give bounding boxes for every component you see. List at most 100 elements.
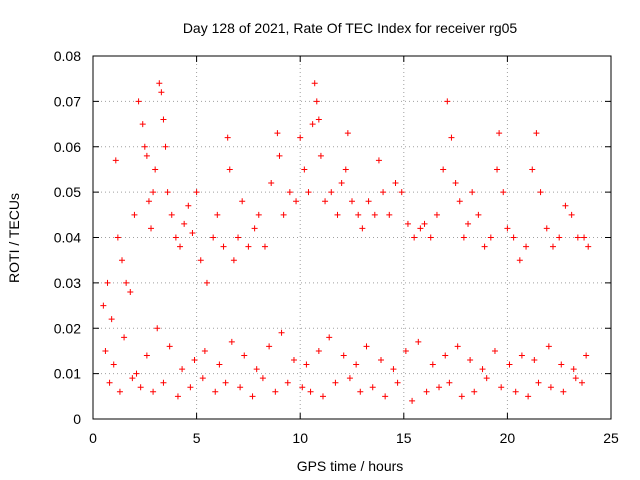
data-point — [481, 243, 488, 250]
data-point — [483, 375, 490, 382]
data-point — [150, 189, 157, 196]
data-point — [349, 198, 355, 205]
y-axis-label: ROTI / TECUs — [6, 193, 22, 283]
data-point — [398, 189, 405, 196]
data-point — [152, 166, 159, 173]
chart-title: Day 128 of 2021, Rate Of TEC Index for r… — [183, 20, 518, 36]
data-point — [185, 202, 192, 209]
data-point — [309, 121, 316, 128]
data-point — [251, 225, 258, 232]
data-point — [123, 279, 130, 286]
data-point — [479, 366, 486, 373]
data-point — [512, 388, 519, 395]
data-point — [342, 166, 349, 173]
data-point — [510, 234, 517, 241]
data-point — [168, 211, 175, 218]
data-point — [516, 257, 523, 264]
data-point — [390, 366, 397, 373]
data-point — [237, 384, 244, 391]
y-tick-label: 0.06 — [54, 139, 81, 155]
data-point — [578, 379, 585, 386]
data-point — [317, 152, 324, 159]
data-point — [220, 243, 227, 250]
data-point — [574, 234, 581, 241]
data-point — [562, 202, 569, 209]
data-point — [332, 379, 339, 386]
data-point — [114, 234, 121, 241]
data-point — [423, 388, 430, 395]
data-point — [581, 234, 588, 241]
data-point — [529, 166, 536, 173]
data-point — [154, 325, 161, 332]
data-point — [556, 234, 563, 241]
data-point — [440, 166, 447, 173]
data-point — [189, 229, 196, 236]
data-point — [365, 198, 372, 205]
data-point — [338, 180, 345, 187]
tick-layer: 0 5 10 15 20 25 0 0.01 0.02 0.03 0.04 0.05 0.06 0.07 0… — [54, 48, 619, 446]
data-point — [162, 143, 169, 150]
data-point — [100, 302, 107, 309]
data-point — [446, 379, 453, 386]
data-point — [386, 211, 393, 218]
data-point — [369, 384, 376, 391]
y-tick-label: 0.04 — [54, 230, 81, 246]
data-point — [328, 189, 335, 196]
data-point — [429, 361, 436, 368]
data-point — [299, 384, 306, 391]
data-point — [112, 157, 119, 164]
data-point — [106, 379, 113, 386]
data-point — [276, 152, 283, 159]
data-point — [315, 116, 322, 123]
data-point — [357, 388, 364, 395]
x-tick-label: 20 — [500, 430, 516, 446]
data-point — [191, 357, 198, 364]
data-point — [494, 166, 501, 173]
x-tick-label: 0 — [89, 430, 97, 446]
data-point — [172, 234, 179, 241]
data-point — [133, 370, 140, 377]
data-point — [487, 234, 494, 241]
data-point — [375, 157, 382, 164]
data-point — [469, 189, 476, 196]
data-point — [119, 257, 126, 264]
data-point — [102, 347, 109, 354]
data-point — [504, 225, 511, 232]
data-point — [224, 134, 231, 141]
data-point — [549, 243, 556, 250]
x-tick-label: 10 — [292, 430, 308, 446]
data-point — [334, 211, 341, 218]
data-point — [156, 80, 163, 87]
data-point — [307, 388, 314, 395]
data-point — [467, 357, 474, 364]
data-point — [193, 189, 200, 196]
data-point — [214, 211, 221, 218]
data-point — [164, 189, 171, 196]
data-point — [203, 279, 210, 286]
data-point — [230, 257, 237, 264]
data-point — [560, 388, 567, 395]
data-point — [297, 134, 304, 141]
data-point — [496, 130, 503, 137]
data-point — [380, 189, 387, 196]
data-point — [127, 288, 134, 295]
data-point — [160, 116, 167, 123]
data-point — [568, 211, 575, 218]
data-point — [116, 388, 123, 395]
data-point — [498, 384, 505, 391]
data-point — [104, 279, 111, 286]
data-points — [100, 80, 592, 404]
data-point — [228, 338, 235, 345]
data-point — [535, 379, 542, 386]
data-point — [131, 211, 138, 218]
data-point — [249, 393, 256, 400]
data-point — [293, 198, 300, 205]
data-point — [344, 130, 351, 137]
y-tick-label: 0.01 — [54, 366, 81, 382]
data-point — [545, 343, 552, 350]
data-point — [235, 234, 242, 241]
data-point — [460, 234, 467, 241]
data-point — [570, 366, 577, 373]
grid-layer — [93, 56, 611, 419]
